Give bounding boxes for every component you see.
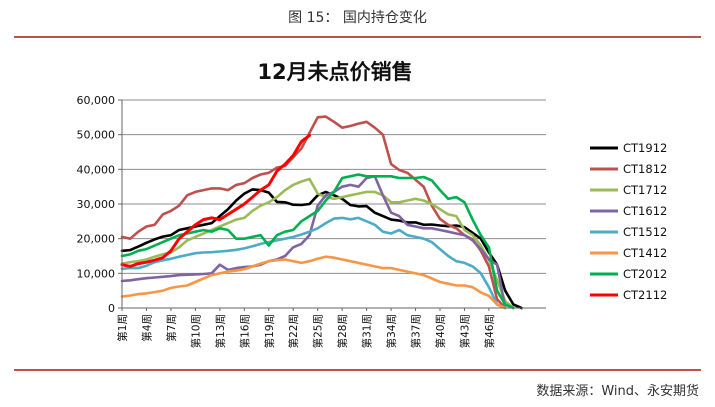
x-tick-label: 第4周 (140, 314, 153, 342)
series-lines (120, 115, 523, 310)
legend-label: CT1812 (623, 162, 667, 176)
axes (121, 100, 546, 309)
x-tick-label: 第22周 (287, 314, 300, 348)
series-line-ct1812 (120, 115, 507, 310)
y-tick-label: 0 (108, 302, 115, 315)
x-axis-ticks: 第1周 第4周 第7周 第10周 第13周 第16周 第19周 第22周 第25周 第28周 第31… (116, 308, 496, 348)
y-tick-label: 50,000 (77, 129, 116, 142)
y-tick-label: 40,000 (77, 163, 116, 176)
series-line-ct1612 (120, 175, 507, 310)
series-line-ct2112 (120, 133, 311, 268)
x-tick-label: 第19周 (263, 314, 276, 348)
x-tick-label: 第16周 (238, 314, 251, 348)
series-line-ct1512 (120, 216, 507, 310)
x-tick-label: 第43周 (458, 314, 471, 348)
y-tick-label: 10,000 (77, 267, 116, 280)
legend-label: CT2112 (623, 288, 667, 302)
series-line-ct1412 (120, 255, 507, 310)
x-tick-label: 第13周 (214, 314, 227, 348)
x-tick-label: 第25周 (312, 314, 325, 348)
x-tick-label: 第7周 (165, 314, 178, 342)
x-tick-label: 第46周 (483, 314, 496, 348)
x-tick-label: 第37周 (410, 314, 423, 348)
legend-label: CT2012 (623, 267, 667, 281)
x-tick-label: 第28周 (336, 314, 349, 348)
legend-label: CT1412 (623, 246, 667, 260)
series-line-ct1712 (120, 177, 515, 310)
series-line-ct1912 (120, 188, 523, 310)
legend-label: CT1712 (623, 183, 667, 197)
x-tick-label: 第34周 (385, 314, 398, 348)
y-tick-label: 30,000 (77, 198, 116, 211)
x-tick-label: 第10周 (189, 314, 202, 348)
legend-label: CT1512 (623, 225, 667, 239)
figure-caption: 图 15： 国内持仓变化 (288, 10, 427, 26)
legend-label: CT1612 (623, 204, 667, 218)
y-tick-label: 60,000 (77, 94, 116, 107)
top-divider (14, 36, 701, 38)
legend: CT1912 CT1812 CT1712 CT1612 CT1512 CT1412 CT20… (590, 141, 667, 302)
chart-title: 12月未点价销售 (257, 60, 412, 84)
x-tick-label: 第31周 (361, 314, 374, 348)
bottom-divider (14, 369, 701, 371)
y-tick-label: 20,000 (77, 233, 116, 246)
legend-label: CT1912 (623, 141, 667, 155)
data-source: 数据来源：Wind、永安期货 (536, 384, 699, 399)
x-tick-label: 第1周 (116, 314, 129, 342)
y-axis-ticks: 0 10,000 20,000 30,000 40,000 50,000 60,000 (77, 94, 122, 315)
x-tick-label: 第40周 (434, 314, 447, 348)
